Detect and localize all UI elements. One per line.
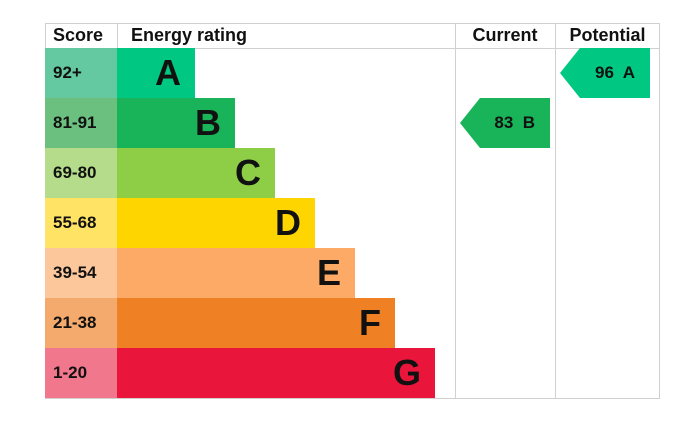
score-cell-f: 21-38 [45, 298, 117, 348]
header-potential: Potential [569, 25, 646, 45]
header-current: Current [472, 25, 538, 45]
grid-line [45, 398, 660, 399]
rating-bar-g: G [117, 348, 435, 398]
score-cell-g: 1-20 [45, 348, 117, 398]
score-cell-a: 92+ [45, 48, 117, 98]
grid-line [455, 23, 456, 398]
grid-line [659, 23, 660, 398]
current-rating-arrow: 83 B [460, 98, 550, 148]
grid-line [117, 23, 118, 48]
header-energy-rating: Energy rating [131, 25, 248, 45]
rating-bar-b: B [117, 98, 235, 148]
rating-bar-e: E [117, 248, 355, 298]
grid-line [45, 23, 660, 24]
grid-line [45, 48, 660, 49]
rating-bar-a: A [117, 48, 195, 98]
header-score: Score [53, 25, 104, 45]
potential-rating-arrow: 96 A [560, 48, 650, 98]
rating-bar-c: C [117, 148, 275, 198]
score-cell-d: 55-68 [45, 198, 117, 248]
score-cell-c: 69-80 [45, 148, 117, 198]
rating-bar-f: F [117, 298, 395, 348]
rating-bar-d: D [117, 198, 315, 248]
score-cell-e: 39-54 [45, 248, 117, 298]
score-cell-b: 81-91 [45, 98, 117, 148]
grid-line [555, 23, 556, 398]
